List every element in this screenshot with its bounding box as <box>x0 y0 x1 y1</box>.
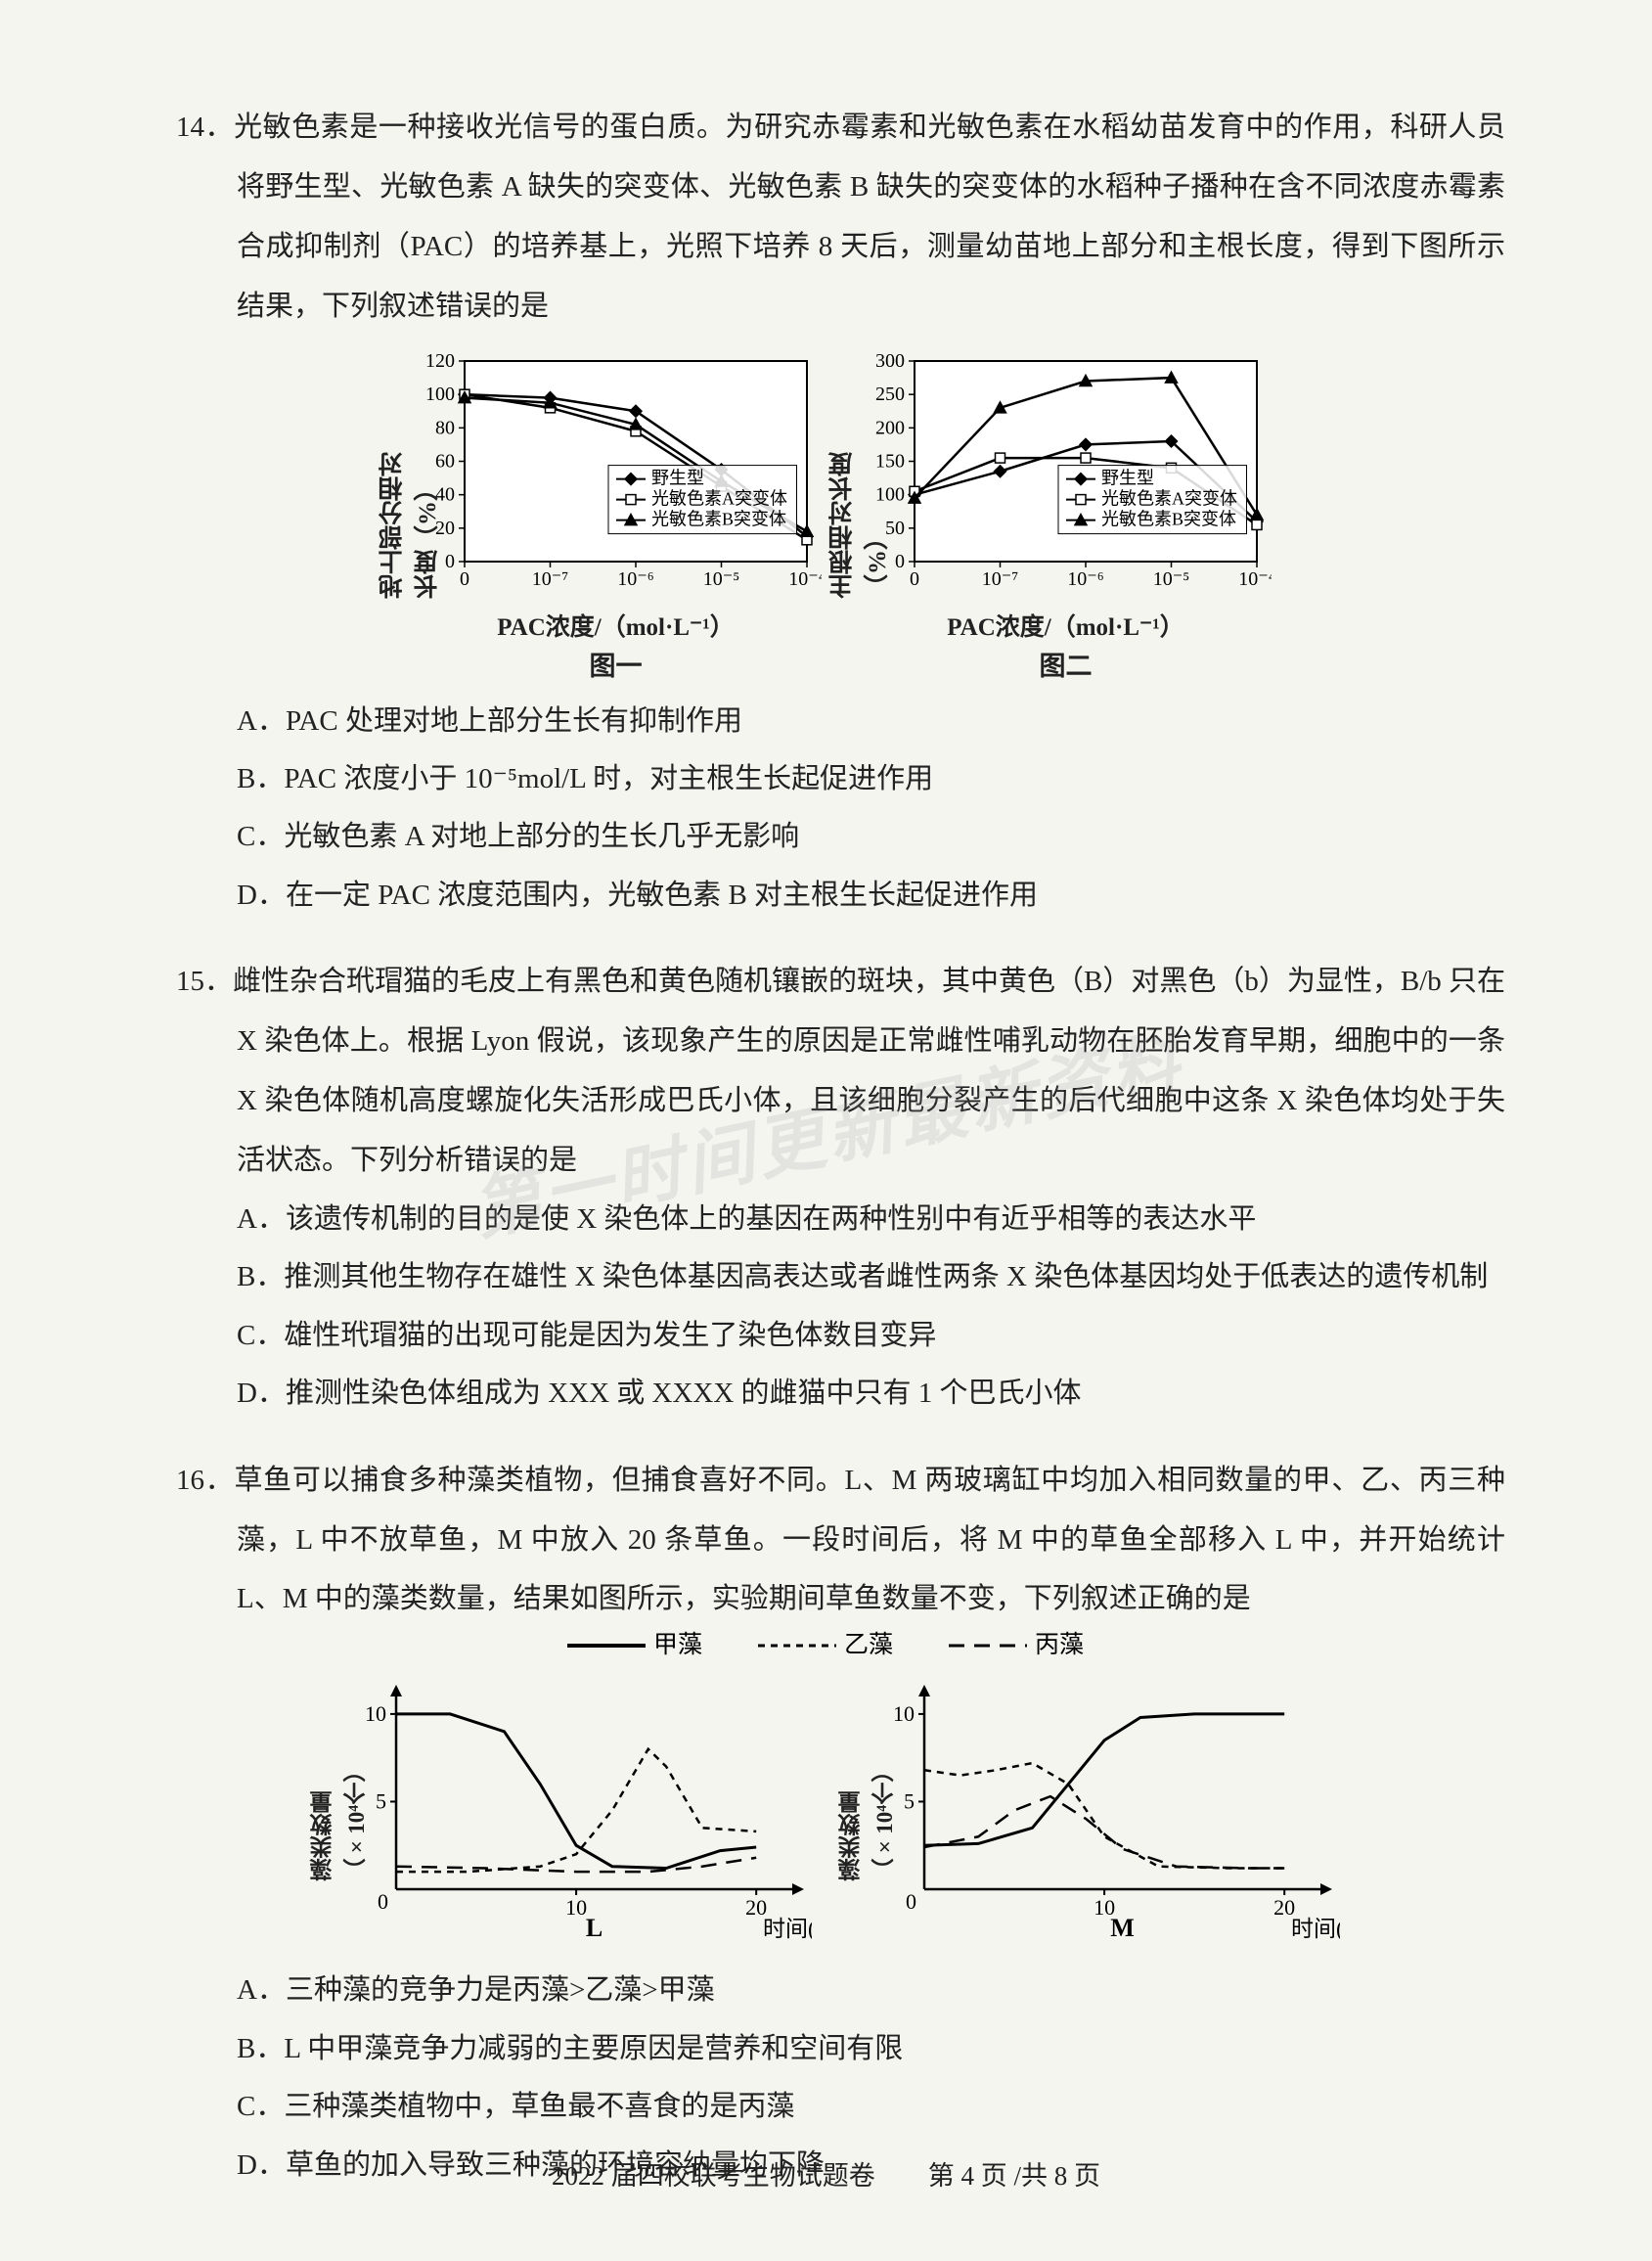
q14-option-d: D．在一定 PAC 浓度范围内，光敏色素 B 对主根生长起促进作用 <box>176 867 1505 925</box>
question-14: 14．光敏色素是一种接收光信号的蛋白质。为研究赤霉素和光敏色素在水稻幼苗发育中的… <box>176 98 1505 925</box>
svg-text:10: 10 <box>365 1701 386 1726</box>
svg-text:10⁻⁵: 10⁻⁵ <box>1152 568 1189 590</box>
q14-chart1-ylabel: 地上部分相对长度（%） <box>376 430 446 599</box>
svg-text:丙藻: 丙藻 <box>1035 1631 1084 1658</box>
q14-option-c: C．光敏色素 A 对地上部分的生长几乎无影响 <box>176 808 1505 866</box>
q14-chart2-caption: 图二 <box>861 645 1272 683</box>
q14-stem-text: 光敏色素是一种接收光信号的蛋白质。为研究赤霉素和光敏色素在水稻幼苗发育中的作用，… <box>234 112 1505 322</box>
svg-text:250: 250 <box>875 384 905 405</box>
svg-text:光敏色素A突变体: 光敏色素A突变体 <box>1101 488 1237 508</box>
svg-text:10: 10 <box>893 1701 915 1726</box>
q15-option-b: B．推测其他生物存在雄性 X 染色体基因高表达或者雌性两条 X 染色体基因均处于… <box>176 1248 1505 1306</box>
svg-text:光敏色素B突变体: 光敏色素B突变体 <box>1101 509 1236 528</box>
q14-option-a: A．PAC 处理对地上部分生长有抑制作用 <box>176 693 1505 750</box>
svg-text:100: 100 <box>425 384 455 405</box>
svg-text:0: 0 <box>895 551 905 572</box>
svg-text:光敏色素A突变体: 光敏色素A突变体 <box>651 488 787 508</box>
q14-chart2-xlabel: PAC浓度/（mol·L⁻¹） <box>861 608 1272 643</box>
svg-text:乙藻: 乙藻 <box>844 1631 893 1658</box>
q16-number: 16． <box>176 1465 234 1496</box>
q16-chartL-ylabel: 藻类数量（×10⁴个） <box>307 1746 374 1881</box>
q16-option-c: C．三种藻类植物中，草鱼最不喜食的是丙藻 <box>176 2078 1505 2136</box>
svg-text:0: 0 <box>378 1889 388 1914</box>
q14-chart2: 主根相对长度（%） 050100150200250300010⁻⁷10⁻⁶10⁻… <box>861 346 1272 683</box>
svg-text:0: 0 <box>445 551 455 572</box>
svg-text:0: 0 <box>460 568 469 590</box>
q14-chart1-svg: 020406080100120010⁻⁷10⁻⁶10⁻⁵10⁻⁴野生型光敏色素A… <box>411 346 822 601</box>
question-16: 16．草鱼可以捕食多种藻类植物，但捕食喜好不同。L、M 两玻璃缸中均加入相同数量… <box>176 1451 1505 2194</box>
svg-text:5: 5 <box>904 1789 915 1814</box>
svg-text:10⁻⁶: 10⁻⁶ <box>1067 568 1104 590</box>
svg-text:0: 0 <box>906 1889 916 1914</box>
q16-chartM: 藻类数量（×10⁴个） 51010200时间(天)M <box>871 1679 1340 1948</box>
q14-charts-row: 地上部分相对长度（%） 020406080100120010⁻⁷10⁻⁶10⁻⁵… <box>176 346 1505 683</box>
q15-stem: 15．雌性杂合玳瑁猫的毛皮上有黑色和黄色随机镶嵌的斑块，其中黄色（B）对黑色（b… <box>176 952 1505 1191</box>
svg-text:10: 10 <box>565 1895 587 1920</box>
q14-chart1-xlabel: PAC浓度/（mol·L⁻¹） <box>411 608 822 643</box>
q16-option-b: B．L 中甲藻竞争力减弱的主要原因是营养和空间有限 <box>176 2020 1505 2078</box>
q14-chart1-caption: 图一 <box>411 645 822 683</box>
q14-stem: 14．光敏色素是一种接收光信号的蛋白质。为研究赤霉素和光敏色素在水稻幼苗发育中的… <box>176 98 1505 337</box>
q16-chartL-svg: 51010200时间(天)L <box>342 1679 812 1943</box>
q16-legend: 甲藻 乙藻 丙藻 <box>176 1629 1505 1669</box>
page-footer: 2022 届四校联考生物试题卷 第 4 页 /共 8 页 <box>0 2154 1652 2193</box>
svg-text:L: L <box>585 1914 602 1942</box>
svg-text:5: 5 <box>376 1789 386 1814</box>
q16-chartL: 藻类数量（×10⁴个） 51010200时间(天)L <box>342 1679 812 1948</box>
q16-chartM-svg: 51010200时间(天)M <box>871 1679 1340 1943</box>
svg-text:野生型: 野生型 <box>1101 468 1154 487</box>
q15-option-a: A．该遗传机制的目的是使 X 染色体上的基因在两种性别中有近乎相等的表达水平 <box>176 1191 1505 1248</box>
svg-text:光敏色素B突变体: 光敏色素B突变体 <box>651 509 786 528</box>
q14-option-b: B．PAC 浓度小于 10⁻⁵mol/L 时，对主根生长起促进作用 <box>176 750 1505 808</box>
svg-text:120: 120 <box>425 350 455 372</box>
q16-chartM-ylabel: 藻类数量（×10⁴个） <box>835 1746 902 1881</box>
q14-chart2-svg: 050100150200250300010⁻⁷10⁻⁶10⁻⁵10⁻⁴野生型光敏… <box>861 346 1272 601</box>
svg-text:时间(天): 时间(天) <box>1291 1917 1340 1941</box>
q16-stem: 16．草鱼可以捕食多种藻类植物，但捕食喜好不同。L、M 两玻璃缸中均加入相同数量… <box>176 1451 1505 1630</box>
q16-option-a: A．三种藻的竞争力是丙藻>乙藻>甲藻 <box>176 1962 1505 2019</box>
svg-text:10⁻⁴: 10⁻⁴ <box>788 568 822 590</box>
svg-text:10⁻⁴: 10⁻⁴ <box>1238 568 1272 590</box>
q15-option-d: D．推测性染色体组成为 XXX 或 XXXX 的雌猫中只有 1 个巴氏小体 <box>176 1365 1505 1423</box>
q14-chart2-ylabel: 主根相对长度（%） <box>826 430 896 599</box>
svg-text:0: 0 <box>910 568 919 590</box>
q14-number: 14． <box>176 112 234 143</box>
q16-stem-text: 草鱼可以捕食多种藻类植物，但捕食喜好不同。L、M 两玻璃缸中均加入相同数量的甲、… <box>234 1465 1505 1615</box>
question-15: 15．雌性杂合玳瑁猫的毛皮上有黑色和黄色随机镶嵌的斑块，其中黄色（B）对黑色（b… <box>176 952 1505 1423</box>
svg-text:10⁻⁷: 10⁻⁷ <box>981 568 1018 590</box>
q14-chart1: 地上部分相对长度（%） 020406080100120010⁻⁷10⁻⁶10⁻⁵… <box>411 346 822 683</box>
q15-stem-text: 雌性杂合玳瑁猫的毛皮上有黑色和黄色随机镶嵌的斑块，其中黄色（B）对黑色（b）为显… <box>233 966 1505 1176</box>
svg-text:甲藻: 甲藻 <box>653 1631 702 1658</box>
svg-text:M: M <box>1110 1914 1135 1942</box>
q15-option-c: C．雄性玳瑁猫的出现可能是因为发生了染色体数目变异 <box>176 1307 1505 1365</box>
q16-legend-svg: 甲藻 乙藻 丙藻 <box>538 1629 1144 1662</box>
svg-text:野生型: 野生型 <box>651 468 704 487</box>
svg-text:10⁻⁶: 10⁻⁶ <box>617 568 654 590</box>
svg-text:时间(天): 时间(天) <box>763 1917 812 1941</box>
q15-number: 15． <box>176 966 233 997</box>
svg-text:300: 300 <box>875 350 905 372</box>
svg-text:10⁻⁵: 10⁻⁵ <box>702 568 739 590</box>
q16-charts-row: 藻类数量（×10⁴个） 51010200时间(天)L 藻类数量（×10⁴个） 5… <box>176 1679 1505 1948</box>
svg-text:10⁻⁷: 10⁻⁷ <box>531 568 568 590</box>
